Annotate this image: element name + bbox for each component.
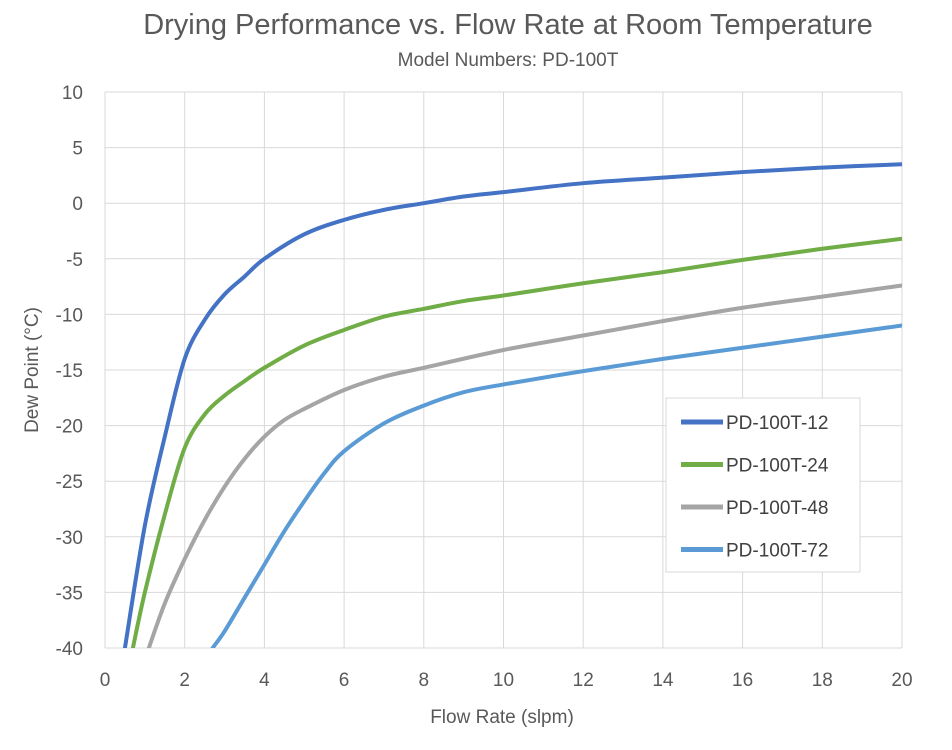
y-tick-label: -20 bbox=[56, 417, 83, 438]
x-tick-label: 12 bbox=[573, 670, 594, 691]
x-tick-label: 16 bbox=[732, 670, 753, 691]
series-layer bbox=[122, 162, 902, 648]
series-line-pd-100t-48 bbox=[146, 283, 902, 648]
y-tick-label: -5 bbox=[66, 250, 83, 271]
x-tick-label: 14 bbox=[652, 670, 674, 691]
y-tick-label: 0 bbox=[72, 194, 83, 215]
x-axis-title: Flow Rate (slpm) bbox=[430, 707, 574, 728]
y-tick-label: -40 bbox=[56, 639, 83, 660]
x-tick-label: 8 bbox=[419, 670, 430, 691]
y-axis-title: Dew Point (°C) bbox=[22, 307, 43, 433]
legend-label-pd-100t-24: PD-100T-24 bbox=[726, 456, 829, 477]
series-line-pd-100t-12 bbox=[122, 162, 902, 648]
x-tick-label: 18 bbox=[812, 670, 833, 691]
y-tick-label: -30 bbox=[56, 528, 83, 549]
y-tick-label: -15 bbox=[56, 361, 83, 382]
chart-subtitle: Model Numbers: PD-100T bbox=[398, 50, 619, 71]
legend: PD-100T-12 PD-100T-24 PD-100T-48 PD-100T-72 bbox=[665, 397, 861, 573]
tick-layer: 0 2 4 6 8 10 12 14 16 18 20 10 5 0 -5 -10 -15 -20 -25 -30 -3… bbox=[56, 83, 913, 691]
y-tick-label: 5 bbox=[72, 139, 83, 160]
series-line-pd-100t-72 bbox=[210, 323, 902, 648]
x-tick-label: 2 bbox=[179, 670, 190, 691]
x-tick-label: 20 bbox=[891, 670, 912, 691]
y-tick-label: -25 bbox=[56, 472, 83, 493]
x-tick-label: 4 bbox=[259, 670, 270, 691]
y-tick-label: 10 bbox=[62, 83, 83, 104]
legend-label-pd-100t-12: PD-100T-12 bbox=[726, 413, 828, 434]
y-tick-label: -10 bbox=[56, 305, 83, 326]
legend-label-pd-100t-72: PD-100T-72 bbox=[726, 541, 828, 562]
grid-layer bbox=[104, 91, 903, 649]
legend-box bbox=[665, 397, 861, 573]
y-tick-label: -35 bbox=[56, 583, 83, 604]
x-tick-label: 0 bbox=[100, 670, 111, 691]
legend-label-pd-100t-48: PD-100T-48 bbox=[726, 498, 828, 519]
chart-title: Drying Performance vs. Flow Rate at Room… bbox=[143, 9, 873, 41]
x-tick-label: 10 bbox=[493, 670, 514, 691]
series-line-pd-100t-24 bbox=[130, 236, 902, 648]
x-tick-label: 6 bbox=[339, 670, 350, 691]
